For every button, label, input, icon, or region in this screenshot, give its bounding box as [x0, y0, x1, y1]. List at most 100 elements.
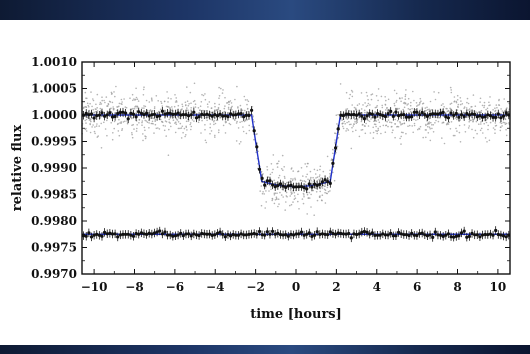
- raw-point: [337, 113, 339, 116]
- raw-point: [93, 111, 96, 114]
- raw-point: [143, 105, 145, 107]
- binned-point-transit: [192, 110, 196, 114]
- raw-point: [132, 99, 134, 102]
- raw-point: [199, 105, 202, 107]
- raw-point: [181, 105, 184, 108]
- raw-point: [472, 119, 475, 121]
- raw-point: [145, 99, 148, 102]
- raw-point: [131, 124, 133, 127]
- raw-point: [310, 193, 312, 196]
- binned-point-residual: [467, 234, 471, 238]
- binned-point-residual: [105, 232, 109, 236]
- raw-point: [297, 193, 299, 196]
- raw-point: [366, 95, 369, 97]
- raw-point: [308, 191, 311, 194]
- binned-point-transit: [352, 112, 356, 117]
- raw-point: [504, 121, 506, 124]
- raw-point: [368, 120, 371, 123]
- binned-point-residual: [124, 232, 128, 236]
- binned-point-residual: [110, 232, 115, 236]
- binned-point-transit: [265, 179, 269, 183]
- raw-point: [243, 120, 246, 123]
- raw-point: [327, 178, 330, 180]
- raw-point: [171, 106, 173, 108]
- raw-point: [170, 125, 172, 128]
- raw-point: [260, 170, 263, 173]
- x-tick-label: −4: [206, 280, 224, 294]
- binned-point-residual: [483, 232, 487, 237]
- raw-point: [413, 124, 416, 127]
- raw-point: [459, 103, 462, 106]
- raw-point: [443, 142, 446, 145]
- raw-point: [177, 117, 180, 119]
- binned-point-transit: [218, 112, 222, 116]
- binned-point-transit: [108, 111, 112, 115]
- raw-point: [403, 106, 406, 109]
- raw-point: [175, 123, 178, 125]
- raw-point: [167, 97, 170, 99]
- raw-point: [321, 187, 324, 189]
- raw-point: [441, 137, 443, 139]
- raw-point: [271, 198, 274, 200]
- raw-point: [440, 104, 443, 106]
- raw-point: [126, 120, 128, 122]
- raw-point: [479, 97, 482, 100]
- raw-point: [183, 127, 186, 130]
- raw-point: [467, 127, 470, 129]
- binned-point-transit: [339, 113, 343, 117]
- raw-point: [375, 95, 378, 97]
- raw-point: [377, 129, 380, 131]
- raw-point: [419, 97, 422, 100]
- raw-point: [467, 102, 470, 105]
- raw-point: [154, 123, 157, 126]
- raw-point: [281, 154, 284, 157]
- model-lines-layer: [82, 114, 510, 235]
- raw-point: [355, 109, 358, 111]
- raw-point: [428, 122, 431, 125]
- raw-point: [428, 118, 430, 120]
- binned-point-transit: [187, 114, 191, 118]
- raw-point: [431, 124, 433, 126]
- binned-point-residual: [394, 234, 398, 238]
- raw-point: [455, 127, 457, 130]
- raw-point: [204, 98, 207, 101]
- binned-point-transit: [221, 114, 225, 118]
- raw-point: [475, 120, 478, 123]
- raw-point: [276, 162, 278, 165]
- binned-point-residual: [365, 230, 369, 234]
- raw-point: [482, 132, 484, 134]
- raw-point: [231, 105, 233, 108]
- raw-point: [227, 100, 230, 103]
- binned-point-transit: [323, 178, 327, 182]
- raw-point: [277, 176, 280, 179]
- binned-point-residual: [121, 232, 125, 236]
- binned-point-residual: [494, 228, 498, 233]
- raw-point: [200, 101, 203, 103]
- raw-point: [292, 170, 295, 172]
- raw-point: [346, 108, 349, 110]
- raw-point: [142, 94, 145, 96]
- raw-point: [397, 125, 400, 128]
- binned-point-residual: [242, 233, 246, 237]
- raw-point: [236, 120, 238, 123]
- raw-point: [187, 109, 189, 111]
- raw-point: [331, 158, 333, 160]
- raw-point: [92, 98, 94, 100]
- binned-point-residual: [116, 235, 120, 239]
- binned-point-residual: [368, 232, 372, 236]
- raw-point: [316, 199, 319, 202]
- raw-point: [486, 107, 489, 110]
- raw-point: [302, 175, 304, 177]
- raw-point: [209, 132, 211, 135]
- binned-point-residual: [257, 229, 262, 234]
- binned-point-residual: [239, 232, 243, 236]
- raw-point: [275, 197, 278, 200]
- binned-point-transit: [176, 111, 180, 115]
- raw-point: [95, 110, 97, 113]
- raw-point: [494, 132, 496, 134]
- raw-point: [176, 119, 179, 121]
- binned-point-transit: [436, 112, 440, 116]
- raw-point: [221, 92, 224, 94]
- binned-point-residual: [299, 230, 304, 234]
- raw-point: [128, 115, 131, 118]
